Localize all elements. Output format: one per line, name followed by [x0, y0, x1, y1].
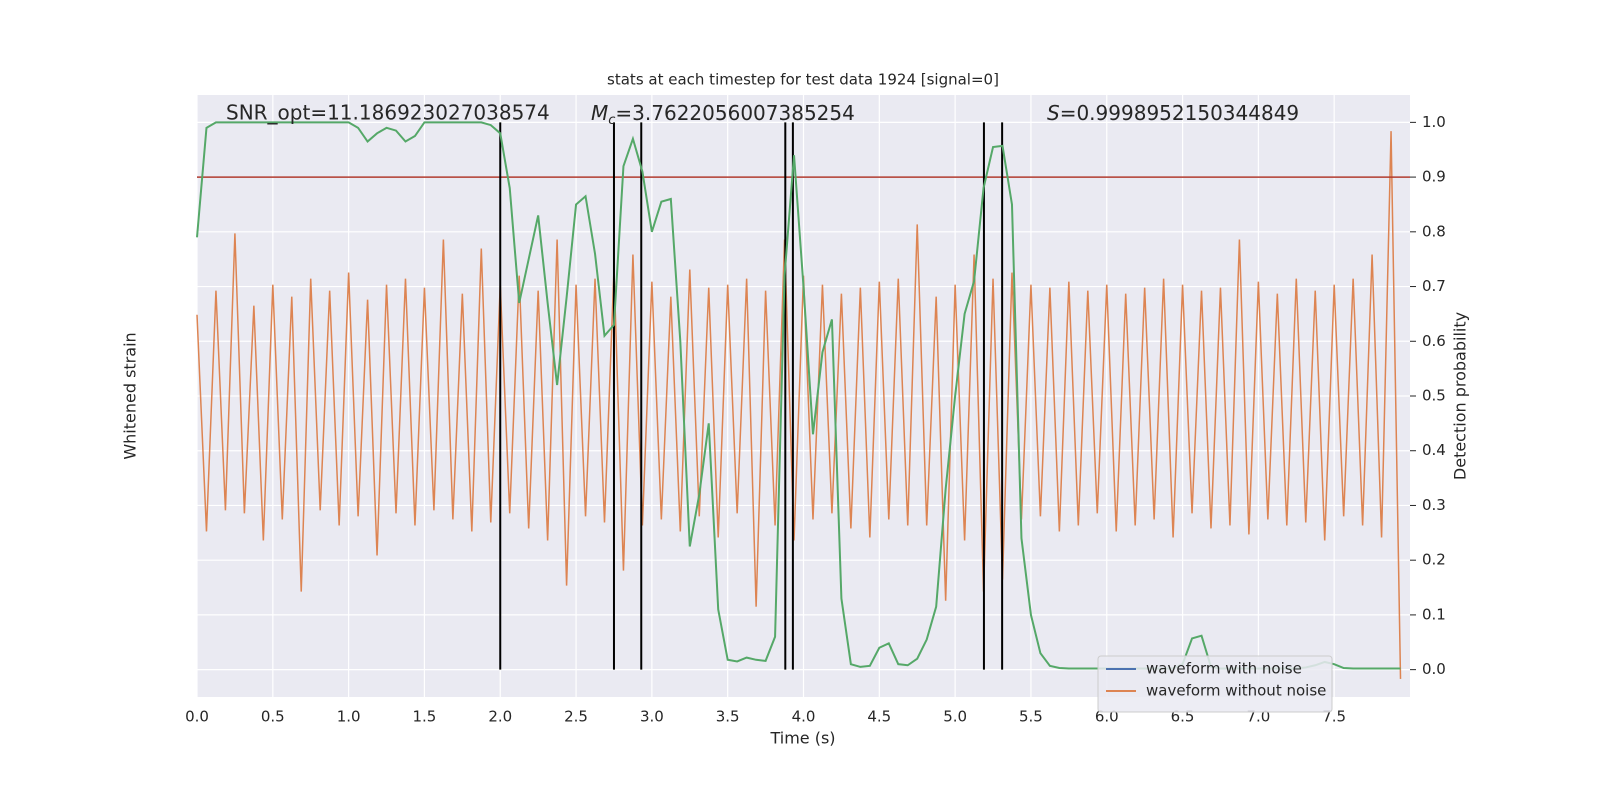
y2-tick-label: 0.4	[1422, 441, 1446, 459]
y2-tick-label: 0.2	[1422, 551, 1446, 569]
x-tick-label: 2.5	[564, 708, 588, 726]
legend: waveform with noise waveform without nois…	[1097, 655, 1333, 713]
x-tick-label: 0.5	[261, 708, 285, 726]
x-tick-label: 1.5	[413, 708, 437, 726]
y2-tick-label: 0.0	[1422, 660, 1446, 678]
y2-tick-label: 0.5	[1422, 387, 1446, 405]
chart-title: stats at each timestep for test data 192…	[607, 71, 999, 89]
x-tick-label: 5.5	[1019, 708, 1043, 726]
y2-tick-label: 0.7	[1422, 277, 1446, 295]
annotation-symbol: M	[591, 101, 608, 125]
y2-tick-label: 0.6	[1422, 332, 1446, 350]
y-axis-label: Whitened strain	[121, 332, 140, 459]
x-tick-label: 4.0	[792, 708, 816, 726]
y2-tick-label: 0.3	[1422, 496, 1446, 514]
y2-tick-label: 0.1	[1422, 605, 1446, 623]
legend-label: waveform with noise	[1146, 660, 1302, 678]
x-tick-label: 3.0	[640, 708, 664, 726]
annotation-subscript: c	[608, 113, 615, 128]
annotation: Mc=3.7622056007385254	[591, 101, 855, 128]
x-axis-label: Time (s)	[769, 729, 835, 748]
x-tick-label: 2.0	[488, 708, 512, 726]
x-tick-label: 1.0	[337, 708, 361, 726]
probability-line	[196, 121, 1401, 670]
legend-label: waveform without noise	[1146, 682, 1326, 700]
x-tick-label: 4.5	[867, 708, 891, 726]
legend-box	[1097, 655, 1333, 713]
x-tick-label: 5.0	[943, 708, 967, 726]
annotation-text: =0.9998952150344849	[1060, 101, 1299, 125]
x-tick-label: 0.0	[185, 708, 209, 726]
y2-tick-label: 1.0	[1422, 113, 1446, 131]
waveform-line	[196, 131, 1402, 679]
annotation: SNR_opt=11.186923027038574	[226, 101, 550, 125]
y2-tick-label: 0.9	[1422, 168, 1446, 186]
annotation-symbol: S	[1047, 101, 1060, 125]
annotation: S=0.9998952150344849	[1047, 101, 1299, 125]
x-tick-label: 3.5	[716, 708, 740, 726]
annotation-text: =3.7622056007385254	[615, 101, 854, 125]
y2-tick-label: 0.8	[1422, 222, 1446, 240]
y2-axis-label: Detection probability	[1451, 312, 1470, 480]
